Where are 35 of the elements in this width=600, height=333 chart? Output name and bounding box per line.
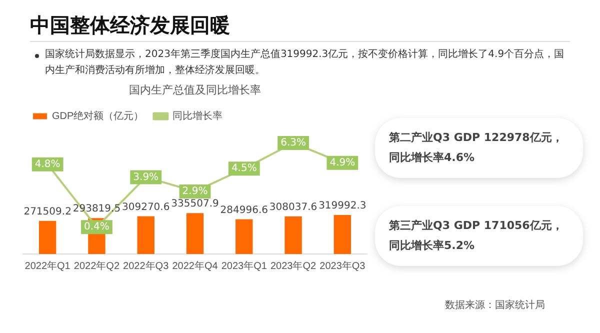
data-label: 309270.6 xyxy=(122,202,170,213)
data-label: 3.9% xyxy=(133,172,159,183)
data-label: 2.9% xyxy=(182,186,208,198)
data-label: 4.8% xyxy=(34,158,60,170)
data-label: 284996.6 xyxy=(220,204,268,216)
text: 第三产业Q3 GDP 171056亿元， xyxy=(389,218,564,234)
data-label: 335507.9 xyxy=(171,198,219,210)
data-label: 6.3% xyxy=(280,138,306,149)
bar xyxy=(236,219,253,254)
legend-label: GDP绝对额（亿元） xyxy=(52,110,144,122)
bar xyxy=(137,216,154,254)
x-tick-label: 2022年Q2 xyxy=(74,260,120,272)
text: 中国整体经济发展回暖 xyxy=(30,12,230,39)
data-label: 308037.6 xyxy=(269,202,318,214)
x-tick-label: 2023年Q2 xyxy=(270,260,317,272)
data-label: 319992.3 xyxy=(318,200,366,212)
data-label: 4.5% xyxy=(231,163,257,174)
chart-title: 国内生产总值及同比增长率 xyxy=(129,84,261,97)
data-label: 271509.2 xyxy=(24,206,72,218)
bar xyxy=(334,214,352,254)
text: 第二产业Q3 GDP 122978亿元， xyxy=(389,130,564,146)
bar xyxy=(38,220,56,254)
bar xyxy=(284,216,302,254)
x-tick-label: 2022年Q3 xyxy=(123,260,170,272)
text: 同比增长率5.2% xyxy=(389,238,476,254)
data-label: 4.9% xyxy=(330,158,356,169)
legend-label: 同比增长率 xyxy=(172,110,223,122)
text: 同比增长率4.6% xyxy=(389,150,476,166)
source-note: 数据来源：国家统计局 xyxy=(445,298,545,312)
x-tick-label: 2023年Q1 xyxy=(221,260,268,272)
text: 国家统计局数据显示，2023年第三季度国内生产总值319992.3亿元，按不变价格计算，同比增长了4.9个百分点，国内生产和消费活动有所增加，整体经济发展回暖。 xyxy=(45,48,565,78)
x-tick-label: 2022年Q1 xyxy=(24,260,71,272)
bar xyxy=(186,213,204,254)
x-tick-label: 2023年Q3 xyxy=(320,260,366,272)
x-tick-label: 2022年Q4 xyxy=(172,260,218,272)
